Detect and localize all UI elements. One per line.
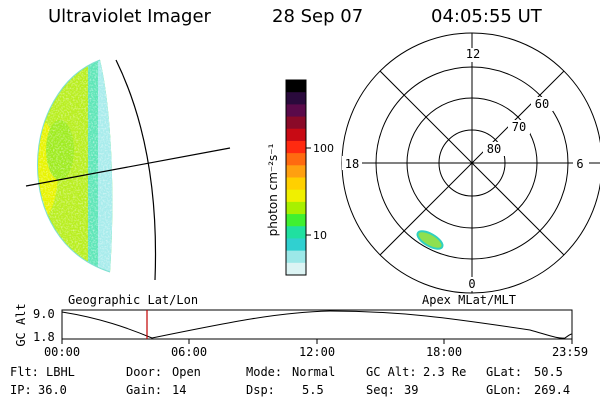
seq-label: Seq:	[366, 383, 395, 397]
altitude-ylabel: GC Alt	[14, 303, 28, 346]
mlt-0-label: 0	[468, 277, 475, 291]
orbit-track-line	[25, 147, 231, 187]
colorbar-segment	[286, 201, 306, 215]
polar-plot	[341, 32, 600, 294]
colorbar-tick-10: 10	[313, 229, 327, 242]
flt-label: Flt:	[10, 365, 39, 379]
mlt-12-label: 12	[466, 47, 480, 61]
door-label: Door:	[126, 365, 163, 379]
altitude-xtick-4: 23:59	[552, 345, 588, 359]
altitude-ytick-bottom: 1.8	[33, 330, 55, 344]
glat-label: GLat:	[486, 365, 523, 379]
terminator-line	[115, 59, 157, 281]
colorbar-unit-label: photon cm⁻²s⁻¹	[266, 143, 280, 236]
mode-value: Normal	[292, 365, 336, 379]
date-label: 28 Sep 07	[272, 6, 364, 27]
colorbar-segment	[286, 153, 306, 166]
colorbar-segment	[286, 116, 306, 130]
glon-value: 269.4	[534, 383, 571, 397]
glat-value: 50.5	[534, 365, 563, 379]
colorbar-segment	[286, 214, 306, 227]
colorbar-segment	[286, 189, 306, 203]
colorbar-segment	[286, 140, 306, 154]
mlat-70-label: 70	[512, 120, 526, 134]
altitude-xtick-3: 18:00	[426, 345, 462, 359]
gcalt-value: 2.3 Re	[423, 365, 467, 379]
mlt-18-label: 18	[345, 157, 359, 171]
mlat-80-label: 80	[487, 142, 501, 156]
ip-label: IP:	[10, 383, 32, 397]
glon-label: GLon:	[486, 383, 523, 397]
altitude-xtick-2: 12:00	[299, 345, 335, 359]
door-value: Open	[172, 365, 201, 379]
colorbar-segment	[286, 92, 306, 105]
colorbar-segment	[286, 238, 306, 252]
time-label: 04:05:55 UT	[431, 6, 542, 27]
colorbar-segment	[286, 165, 306, 178]
mlt-6-label: 6	[576, 157, 583, 171]
dsp-value: 5.5	[302, 383, 324, 397]
flt-value: LBHL	[46, 365, 75, 379]
colorbar-segment	[286, 80, 306, 93]
colorbar-segment	[286, 226, 306, 239]
colorbar	[285, 79, 307, 276]
gain-value: 14	[172, 383, 187, 397]
colorbar-frame	[285, 79, 307, 276]
aurora-spot	[416, 230, 444, 250]
colorbar-segment	[286, 250, 306, 264]
mode-label: Mode:	[246, 365, 283, 379]
colorbar-tick-100: 100	[313, 142, 334, 155]
colorbar-segment	[286, 104, 306, 118]
colorbar-segment	[286, 262, 306, 276]
gcalt-label: GC Alt:	[366, 365, 417, 379]
colorbar-segment	[286, 128, 306, 142]
seq-value: 39	[404, 383, 419, 397]
mlat-60-label: 60	[535, 97, 549, 111]
altitude-xtick-1: 06:00	[171, 345, 207, 359]
altitude-xtick-0: 00:00	[44, 345, 80, 359]
instrument-title: Ultraviolet Imager	[48, 6, 211, 27]
altitude-plot	[61, 309, 573, 344]
altitude-ytick-top: 9.0	[33, 307, 55, 321]
dsp-label: Dsp:	[246, 383, 275, 397]
polar-panel-label: Apex MLat/MLT	[422, 293, 516, 307]
colorbar-segment	[286, 177, 306, 191]
geo-panel-label: Geographic Lat/Lon	[68, 293, 198, 307]
ip-value: 36.0	[38, 383, 67, 397]
gain-label: Gain:	[126, 383, 163, 397]
